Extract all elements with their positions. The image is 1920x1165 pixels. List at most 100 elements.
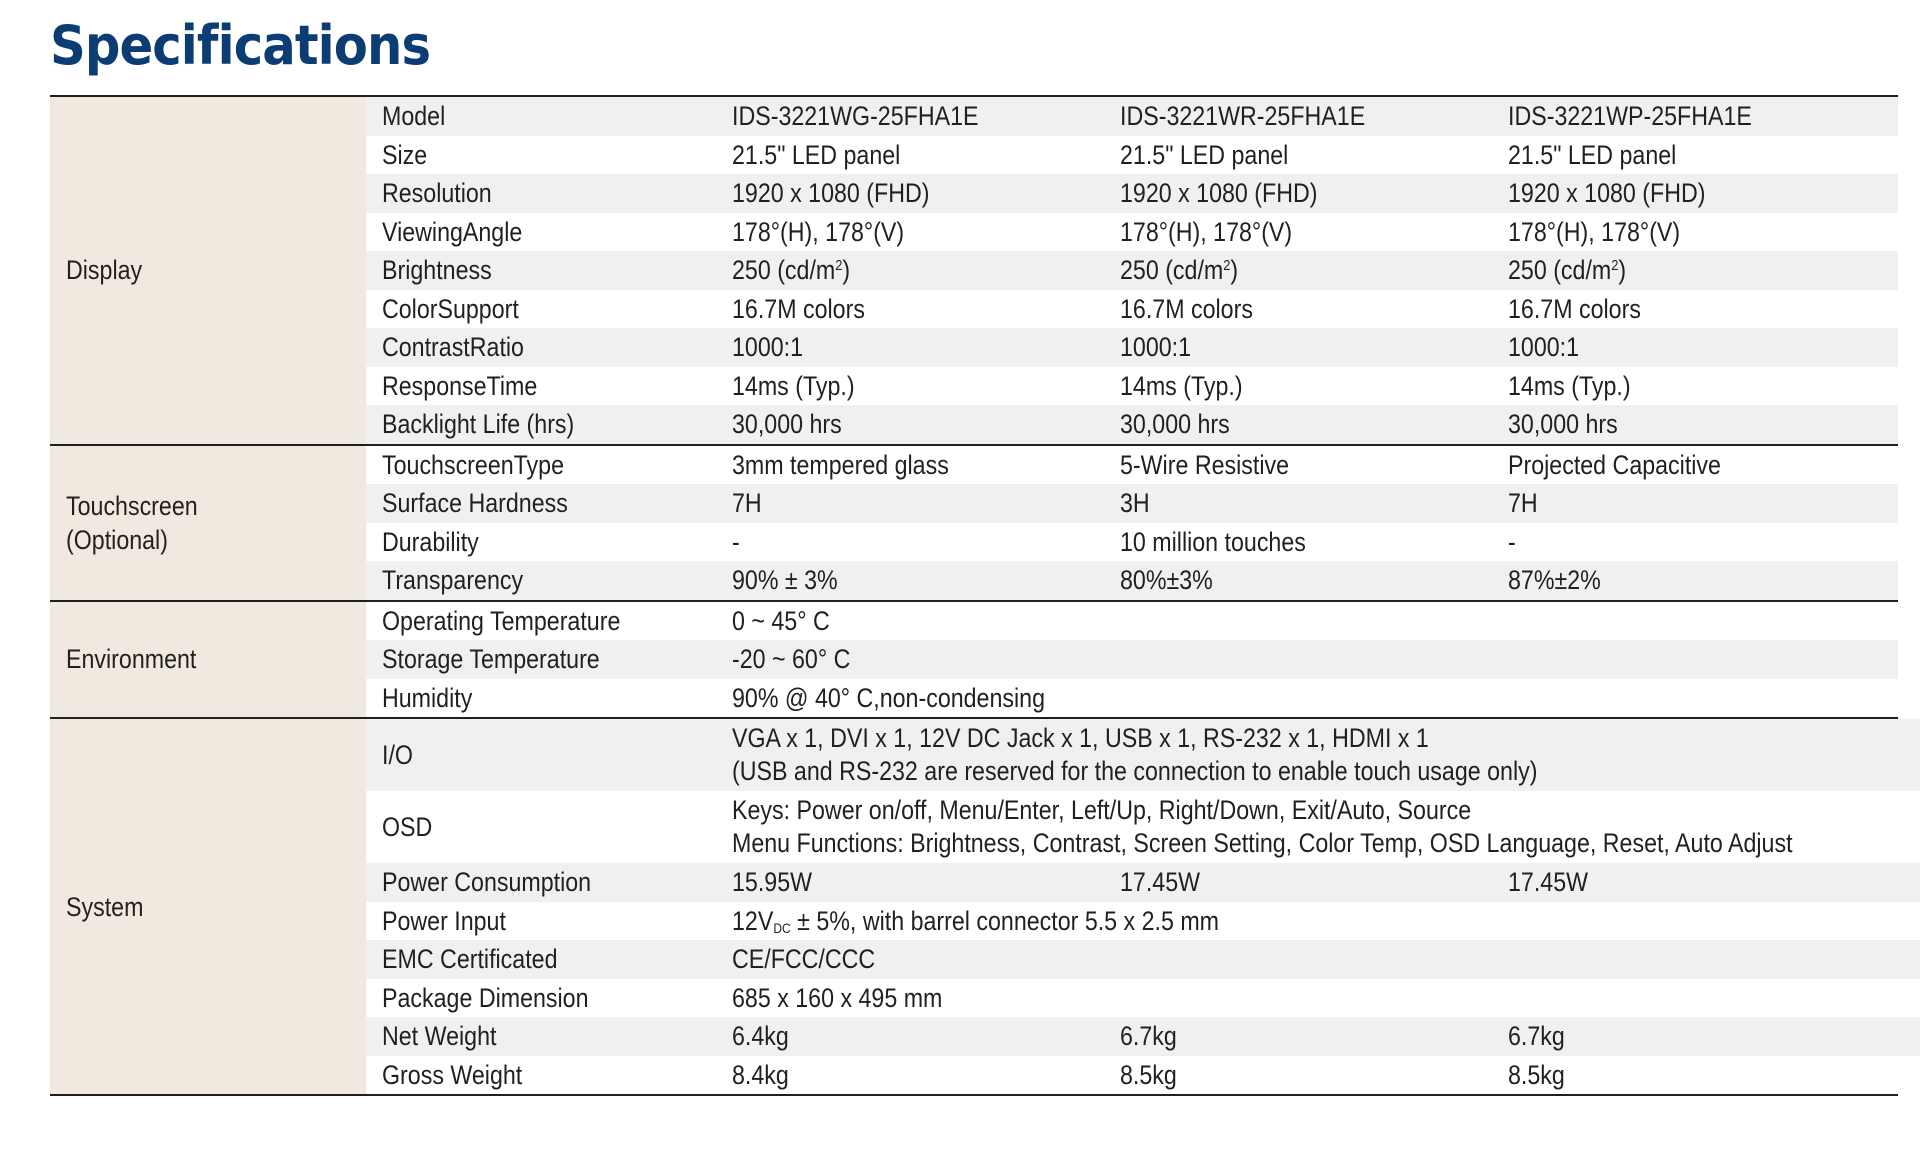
spec-value: 1920 x 1080 (FHD) bbox=[1508, 178, 1706, 209]
spec-value: 1920 x 1080 (FHD) bbox=[732, 178, 930, 209]
spec-label: Transparency bbox=[382, 565, 524, 596]
spec-value: IDS-3221WR-25FHA1E bbox=[1120, 101, 1366, 132]
table-row: Brightness 250 (cd/m2) 250 (cd/m2) 250 (… bbox=[366, 251, 1898, 290]
table-row: Net Weight 6.4kg 6.7kg 6.7kg bbox=[366, 1017, 1920, 1056]
table-row: Size 21.5" LED panel 21.5" LED panel 21.… bbox=[366, 136, 1898, 175]
spec-value: 14ms (Typ.) bbox=[732, 370, 855, 401]
spec-value: 3mm tempered glass bbox=[732, 449, 949, 480]
table-row: Resolution 1920 x 1080 (FHD) 1920 x 1080… bbox=[366, 174, 1898, 213]
spec-label: Operating Temperature bbox=[382, 605, 621, 636]
spec-value: 178°(H), 178°(V) bbox=[1120, 216, 1293, 247]
spec-label: I/O bbox=[382, 740, 413, 770]
spec-value: 12VDC ± 5%, with barrel connector 5.5 x … bbox=[732, 905, 1220, 936]
spec-value: 250 (cd/m2) bbox=[732, 255, 851, 286]
table-row: Power Consumption 15.95W 17.45W 17.45W bbox=[366, 863, 1920, 902]
spec-value: 0 ~ 45° C bbox=[732, 605, 830, 636]
table-row: TouchscreenType 3mm tempered glass 5-Wir… bbox=[366, 446, 1898, 485]
spec-label: Durability bbox=[382, 526, 479, 557]
spec-label: Power Consumption bbox=[382, 867, 592, 898]
spec-value: IDS-3221WP-25FHA1E bbox=[1508, 101, 1752, 132]
table-row: Backlight Life (hrs) 30,000 hrs 30,000 h… bbox=[366, 405, 1898, 444]
spec-value: 8.5kg bbox=[1508, 1059, 1565, 1090]
spec-value: 1000:1 bbox=[1120, 332, 1192, 363]
spec-value: 87%±2% bbox=[1508, 565, 1601, 596]
spec-label: Package Dimension bbox=[382, 982, 589, 1013]
spec-value: Keys: Power on/off, Menu/Enter, Left/Up,… bbox=[732, 795, 1472, 825]
spec-value: 80%±3% bbox=[1120, 565, 1213, 596]
table-row: ResponseTime 14ms (Typ.) 14ms (Typ.) 14m… bbox=[366, 367, 1898, 406]
spec-value: 6.7kg bbox=[1120, 1021, 1177, 1052]
section-label-environment: Environment bbox=[50, 601, 366, 717]
environment-rows: Operating Temperature 0 ~ 45° C Storage … bbox=[366, 602, 1898, 718]
spec-label: Model bbox=[382, 101, 446, 132]
spec-label: Storage Temperature bbox=[382, 644, 600, 675]
spec-value: 8.5kg bbox=[1120, 1059, 1177, 1090]
table-row: Package Dimension 685 x 160 x 495 mm bbox=[366, 979, 1920, 1018]
spec-value: 15.95W bbox=[732, 867, 813, 898]
spec-value: 16.7M colors bbox=[732, 293, 865, 324]
table-row: Operating Temperature 0 ~ 45° C bbox=[366, 602, 1898, 641]
spec-value: 30,000 hrs bbox=[732, 409, 842, 440]
spec-value: 1000:1 bbox=[732, 332, 804, 363]
spec-label: Resolution bbox=[382, 178, 492, 209]
table-row: Durability - 10 million touches - bbox=[366, 523, 1898, 562]
environment-section: Environment Operating Temperature 0 ~ 45… bbox=[50, 601, 1898, 719]
spec-label: Size bbox=[382, 139, 428, 170]
spec-label: Brightness bbox=[382, 255, 492, 286]
spec-label: Surface Hardness bbox=[382, 488, 568, 519]
section-label-system: System bbox=[50, 719, 366, 1094]
table-row: I/O VGA x 1, DVI x 1, 12V DC Jack x 1, U… bbox=[366, 719, 1920, 791]
spec-value: -20 ~ 60° C bbox=[732, 644, 851, 675]
spec-value: - bbox=[1508, 526, 1516, 557]
spec-value: 178°(H), 178°(V) bbox=[732, 216, 905, 247]
spec-value: 685 x 160 x 495 mm bbox=[732, 982, 943, 1013]
spec-value: 250 (cd/m2) bbox=[1508, 255, 1627, 286]
spec-value: 6.4kg bbox=[732, 1021, 789, 1052]
display-rows: Model IDS-3221WG-25FHA1E IDS-3221WR-25FH… bbox=[366, 97, 1898, 444]
spec-value: 16.7M colors bbox=[1508, 293, 1641, 324]
spec-value: 21.5" LED panel bbox=[732, 139, 901, 170]
table-row: Power Input 12VDC ± 5%, with barrel conn… bbox=[366, 902, 1920, 941]
spec-value: 5-Wire Resistive bbox=[1120, 449, 1290, 480]
spec-value: VGA x 1, DVI x 1, 12V DC Jack x 1, USB x… bbox=[732, 723, 1429, 753]
spec-value: 6.7kg bbox=[1508, 1021, 1565, 1052]
spec-value: 1000:1 bbox=[1508, 332, 1580, 363]
page-title: Specifications bbox=[50, 14, 431, 77]
spec-label: Humidity bbox=[382, 682, 473, 713]
spec-label: TouchscreenType bbox=[382, 449, 564, 480]
display-section: Display Model IDS-3221WG-25FHA1E IDS-322… bbox=[50, 97, 1898, 446]
touchscreen-rows: TouchscreenType 3mm tempered glass 5-Wir… bbox=[366, 446, 1898, 600]
table-row: Humidity 90% @ 40° C,non-condensing bbox=[366, 679, 1898, 718]
table-row: Surface Hardness 7H 3H 7H bbox=[366, 484, 1898, 523]
spec-value: IDS-3221WG-25FHA1E bbox=[732, 101, 979, 132]
spec-label: OSD bbox=[382, 812, 433, 842]
spec-value: 17.45W bbox=[1508, 867, 1589, 898]
spec-label: Net Weight bbox=[382, 1021, 497, 1052]
spec-value: 8.4kg bbox=[732, 1059, 789, 1090]
section-label-display: Display bbox=[50, 97, 366, 444]
table-row: ViewingAngle 178°(H), 178°(V) 178°(H), 1… bbox=[366, 213, 1898, 252]
spec-value: CE/FCC/CCC bbox=[732, 944, 876, 975]
spec-value: 90% @ 40° C,non-condensing bbox=[732, 682, 1045, 713]
spec-value: 7H bbox=[732, 488, 762, 519]
spec-value: 7H bbox=[1508, 488, 1538, 519]
spec-label: Backlight Life (hrs) bbox=[382, 409, 575, 440]
spec-value: 14ms (Typ.) bbox=[1120, 370, 1243, 401]
spec-value: 1920 x 1080 (FHD) bbox=[1120, 178, 1318, 209]
spec-label: Power Input bbox=[382, 905, 506, 936]
spec-value: 16.7M colors bbox=[1120, 293, 1253, 324]
spec-value: Projected Capacitive bbox=[1508, 449, 1721, 480]
spec-value: 21.5" LED panel bbox=[1120, 139, 1289, 170]
system-rows: I/O VGA x 1, DVI x 1, 12V DC Jack x 1, U… bbox=[366, 719, 1920, 1094]
spec-value: 14ms (Typ.) bbox=[1508, 370, 1631, 401]
spec-label: Gross Weight bbox=[382, 1059, 523, 1090]
spec-label: EMC Certificated bbox=[382, 944, 558, 975]
table-row: OSD Keys: Power on/off, Menu/Enter, Left… bbox=[366, 791, 1920, 863]
table-row: Storage Temperature -20 ~ 60° C bbox=[366, 640, 1898, 679]
spec-value: 30,000 hrs bbox=[1120, 409, 1230, 440]
spec-value: 90% ± 3% bbox=[732, 565, 838, 596]
spec-label: ColorSupport bbox=[382, 293, 519, 324]
spec-value: 21.5" LED panel bbox=[1508, 139, 1677, 170]
table-row: ContrastRatio 1000:1 1000:1 1000:1 bbox=[366, 328, 1898, 367]
spec-value: 30,000 hrs bbox=[1508, 409, 1618, 440]
